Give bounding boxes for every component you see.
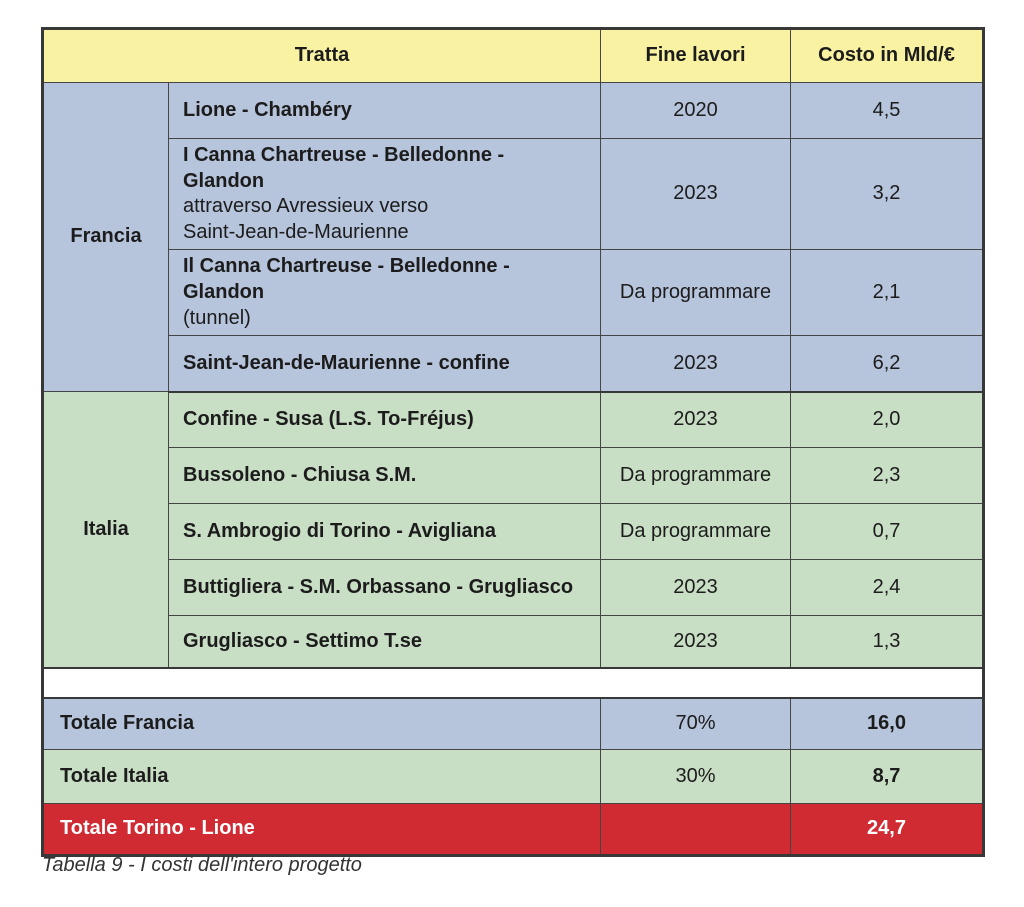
cell-fine-lavori: Da programmare [600, 249, 791, 337]
table-row-france-2: I Canna Chartreuse - Belledonne - Glando… [43, 137, 984, 251]
total-row-france: Totale Francia 70% 16,0 [42, 697, 984, 751]
total-row-italy: Totale Italia 30% 8,7 [42, 749, 984, 805]
cell-tratta: Grugliasco - Settimo T.se [168, 615, 601, 669]
cell-fine-lavori: 2023 [600, 335, 791, 393]
cell-tratta: Saint-Jean-de-Maurienne - confine [168, 335, 601, 393]
tratta-subtitle: Saint-Jean-de-Maurienne [183, 220, 409, 243]
grand-total-cost: 24,7 [790, 803, 984, 857]
table-row-france-3: Il Canna Chartreuse - Belledonne - Gland… [43, 249, 984, 337]
cell-fine-lavori: 2023 [600, 615, 791, 669]
tratta-title: Saint-Jean-de-Maurienne - confine [183, 351, 510, 374]
grand-total-label: Totale Torino - Lione [42, 803, 601, 857]
tratta-title: S. Ambrogio di Torino - Avigliana [183, 519, 496, 542]
table-row-italy-3: S. Ambrogio di Torino - Avigliana Da pro… [43, 503, 984, 561]
cell-tratta: Buttigliera - S.M. Orbassano - Grugliasc… [168, 559, 601, 617]
tratta-title: Confine - Susa (L.S. To-Fréjus) [183, 408, 474, 431]
total-cost-france: 16,0 [790, 697, 984, 751]
cell-costo: 2,1 [790, 249, 984, 337]
cell-fine-lavori: 2023 [600, 137, 791, 251]
cell-costo: 4,5 [790, 82, 984, 139]
table-row-italy-2: Bussoleno - Chiusa S.M. Da programmare 2… [43, 447, 984, 505]
spacer-cell [41, 666, 985, 699]
tratta-title: Il Canna Chartreuse - Belledonne - Gland… [183, 255, 510, 303]
cell-costo: 1,3 [790, 615, 984, 669]
cell-fine-lavori: Da programmare [600, 447, 791, 505]
cell-tratta: S. Ambrogio di Torino - Avigliana [168, 503, 601, 561]
country-label-italia: Italia [42, 391, 169, 669]
cell-fine-lavori: Da programmare [600, 503, 791, 561]
project-costs-table: Tratta Fine lavori Costo in Mld/€ Franci… [41, 27, 985, 858]
tratta-title: Buttigliera - S.M. Orbassano - Grugliasc… [183, 575, 574, 598]
cell-costo: 2,4 [790, 559, 984, 617]
tratta-title: Bussoleno - Chiusa S.M. [183, 463, 417, 486]
cell-fine-lavori: 2020 [600, 82, 791, 139]
cell-fine-lavori: 2023 [600, 559, 791, 617]
tratta-title: Lione - Chambéry [183, 98, 352, 121]
total-cost-italy: 8,7 [790, 749, 984, 805]
table-row-italy-1: Italia Confine - Susa (L.S. To-Fréjus) 2… [42, 391, 984, 669]
table-caption: Tabella 9 - I costi dell'intero progetto [42, 854, 362, 876]
cell-costo: 2,3 [790, 447, 984, 505]
column-header-tratta: Tratta [42, 28, 601, 83]
tratta-subtitle: attraverso Avressieux verso [183, 195, 429, 218]
cell-costo: 3,2 [790, 137, 984, 251]
tratta-title: I Canna Chartreuse - Belledonne - Glando… [183, 144, 505, 192]
table-row-france-4: Saint-Jean-de-Maurienne - confine 2023 6… [43, 335, 984, 393]
country-label-francia: Francia [42, 81, 169, 393]
grand-total-share [600, 803, 791, 857]
tratta-title: Grugliasco - Settimo T.se [183, 629, 422, 652]
cell-fine-lavori: 2023 [600, 391, 791, 449]
total-share-france: 70% [600, 697, 791, 751]
cell-tratta: Lione - Chambéry [168, 82, 601, 139]
table-row-italy-5: Grugliasco - Settimo T.se 2023 1,3 [43, 615, 984, 669]
total-label-france: Totale Francia [42, 697, 601, 751]
cell-costo: 2,0 [790, 391, 984, 449]
cell-costo: 6,2 [790, 335, 984, 393]
cell-tratta: I Canna Chartreuse - Belledonne - Glando… [168, 137, 601, 251]
cell-costo: 0,7 [790, 503, 984, 561]
spacer-row [41, 666, 985, 699]
cell-tratta: Bussoleno - Chiusa S.M. [168, 447, 601, 505]
column-header-costo: Costo in Mld/€ [790, 28, 984, 83]
grand-total-row: Totale Torino - Lione 24,7 [42, 803, 984, 857]
header-row: Tratta Fine lavori Costo in Mld/€ [42, 28, 984, 83]
total-share-italy: 30% [600, 749, 791, 805]
total-label-italy: Totale Italia [42, 749, 601, 805]
tratta-subtitle: (tunnel) [183, 306, 251, 329]
cell-tratta: Il Canna Chartreuse - Belledonne - Gland… [168, 249, 601, 337]
table-row-france-1: Francia Lione - Chambéry 2020 4,5 [42, 81, 984, 393]
table-row-italy-4: Buttigliera - S.M. Orbassano - Grugliasc… [43, 559, 984, 617]
cell-tratta: Confine - Susa (L.S. To-Fréjus) [168, 391, 601, 449]
column-header-fine-lavori: Fine lavori [600, 28, 791, 83]
